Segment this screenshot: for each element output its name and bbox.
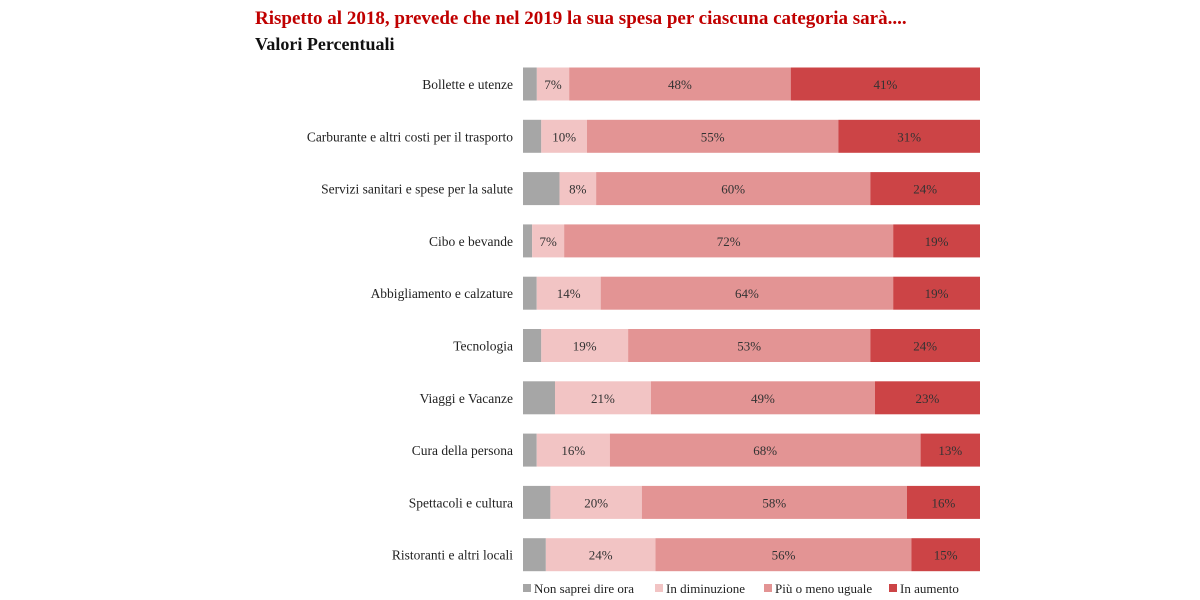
data-label-in-aumento: 13%	[938, 443, 962, 458]
bar-segment-piu-o-meno-uguale	[600, 276, 894, 310]
legend-swatch-in-aumento	[889, 584, 897, 592]
bar-segment-in-diminuzione	[536, 67, 570, 101]
bar-segment-non-saprei-dire-ora	[523, 276, 537, 310]
bar-segment-piu-o-meno-uguale	[564, 224, 894, 258]
data-label-piu-o-meno-uguale: 58%	[762, 495, 786, 510]
data-label-in-aumento: 23%	[916, 391, 940, 406]
chart-title: Rispetto al 2018, prevede che nel 2019 l…	[255, 8, 907, 29]
bar-segment-piu-o-meno-uguale	[609, 433, 921, 467]
bar-segment-non-saprei-dire-ora	[523, 224, 533, 258]
legend-swatch-in-diminuzione	[655, 584, 663, 592]
bar-segment-in-aumento	[870, 329, 980, 362]
category-label-spettacoli-e-cultura: Spettacoli e cultura	[409, 495, 513, 510]
legend-label-piu-o-meno-uguale: Più o meno uguale	[775, 581, 872, 596]
bar-segment-piu-o-meno-uguale	[569, 67, 791, 101]
bar-segment-non-saprei-dire-ora	[523, 329, 542, 362]
data-label-in-diminuzione: 24%	[589, 548, 613, 563]
bar-segment-piu-o-meno-uguale	[628, 329, 871, 362]
bar-segment-in-aumento	[893, 276, 980, 310]
bar-segment-in-aumento	[790, 67, 980, 101]
data-label-piu-o-meno-uguale: 53%	[737, 339, 761, 354]
data-label-piu-o-meno-uguale: 68%	[753, 443, 777, 458]
bar-segment-in-diminuzione	[536, 433, 610, 467]
bar-segment-in-diminuzione	[541, 329, 629, 362]
data-label-piu-o-meno-uguale: 56%	[772, 548, 796, 563]
legend-swatch-piu-o-meno-uguale	[764, 584, 772, 592]
data-label-in-diminuzione: 8%	[569, 182, 587, 197]
category-label-carburante-e-altri-costi-per-il-trasporto: Carburante e altri costi per il trasport…	[307, 129, 513, 144]
bar-segment-in-diminuzione	[554, 381, 651, 415]
bar-segment-in-diminuzione	[536, 276, 601, 310]
legend-label-in-diminuzione: In diminuzione	[666, 581, 745, 596]
bar-segment-in-aumento	[906, 485, 980, 519]
category-label-bollette-e-utenze: Bollette e utenze	[422, 77, 513, 92]
data-label-piu-o-meno-uguale: 64%	[735, 286, 759, 301]
bar-segment-in-aumento	[870, 172, 980, 206]
category-label-cibo-e-bevande: Cibo e bevande	[429, 234, 513, 249]
data-label-in-aumento: 24%	[913, 182, 937, 197]
bar-segment-non-saprei-dire-ora	[523, 172, 560, 206]
bar-segment-non-saprei-dire-ora	[523, 67, 537, 101]
data-label-in-aumento: 24%	[913, 339, 937, 354]
category-label-tecnologia: Tecnologia	[453, 339, 513, 354]
category-label-viaggi-e-vacanze: Viaggi e Vacanze	[420, 391, 513, 406]
category-label-cura-della-persona: Cura della persona	[412, 443, 513, 458]
bar-segment-in-aumento	[920, 433, 980, 467]
bar-segment-in-diminuzione	[541, 119, 587, 153]
data-label-in-aumento: 31%	[897, 129, 921, 144]
data-label-in-diminuzione: 7%	[544, 77, 562, 92]
bar-segment-non-saprei-dire-ora	[523, 485, 551, 519]
data-label-piu-o-meno-uguale: 60%	[721, 182, 745, 197]
bar-segment-piu-o-meno-uguale	[650, 381, 875, 415]
category-label-ristoranti-e-altri-locali: Ristoranti e altri locali	[392, 548, 513, 563]
bar-segment-non-saprei-dire-ora	[523, 381, 555, 415]
bar-segment-in-diminuzione	[545, 538, 656, 572]
chart-subtitle: Valori Percentuali	[255, 34, 395, 54]
data-label-piu-o-meno-uguale: 49%	[751, 391, 775, 406]
data-label-in-diminuzione: 16%	[561, 443, 585, 458]
bar-segment-in-aumento	[838, 119, 980, 153]
bar-segment-piu-o-meno-uguale	[586, 119, 839, 153]
data-label-in-diminuzione: 19%	[573, 339, 597, 354]
data-label-in-aumento: 19%	[925, 234, 949, 249]
bar-segment-piu-o-meno-uguale	[641, 485, 907, 519]
legend-label-non-saprei-dire-ora: Non saprei dire ora	[534, 581, 634, 596]
bar-segment-in-aumento	[911, 538, 980, 572]
bar-segment-in-diminuzione	[559, 172, 597, 206]
data-label-in-diminuzione: 21%	[591, 391, 615, 406]
data-label-in-aumento: 15%	[934, 548, 958, 563]
bar-segment-non-saprei-dire-ora	[523, 538, 546, 572]
bar-segment-non-saprei-dire-ora	[523, 433, 537, 467]
category-label-servizi-sanitari-e-spese-per-la-salute: Servizi sanitari e spese per la salute	[321, 182, 513, 197]
data-label-in-aumento: 19%	[925, 286, 949, 301]
bar-segment-piu-o-meno-uguale	[655, 538, 912, 572]
bar-segment-in-aumento	[893, 224, 980, 258]
data-label-in-diminuzione: 10%	[552, 129, 576, 144]
category-label-abbigliamento-e-calzature: Abbigliamento e calzature	[371, 286, 513, 301]
data-label-in-aumento: 16%	[932, 495, 956, 510]
bar-segment-in-aumento	[874, 381, 980, 415]
data-label-in-diminuzione: 7%	[539, 234, 557, 249]
bar-segment-in-diminuzione	[532, 224, 565, 258]
bar-segment-non-saprei-dire-ora	[523, 119, 542, 153]
data-label-in-diminuzione: 20%	[584, 495, 608, 510]
data-label-piu-o-meno-uguale: 48%	[668, 77, 692, 92]
legend-label-in-aumento: In aumento	[900, 581, 959, 596]
data-label-piu-o-meno-uguale: 55%	[701, 129, 725, 144]
bar-segment-in-diminuzione	[550, 485, 642, 519]
data-label-in-aumento: 41%	[873, 77, 897, 92]
data-label-piu-o-meno-uguale: 72%	[717, 234, 741, 249]
legend-swatch-non-saprei-dire-ora	[523, 584, 531, 592]
bar-segment-piu-o-meno-uguale	[596, 172, 871, 206]
data-label-in-diminuzione: 14%	[557, 286, 581, 301]
